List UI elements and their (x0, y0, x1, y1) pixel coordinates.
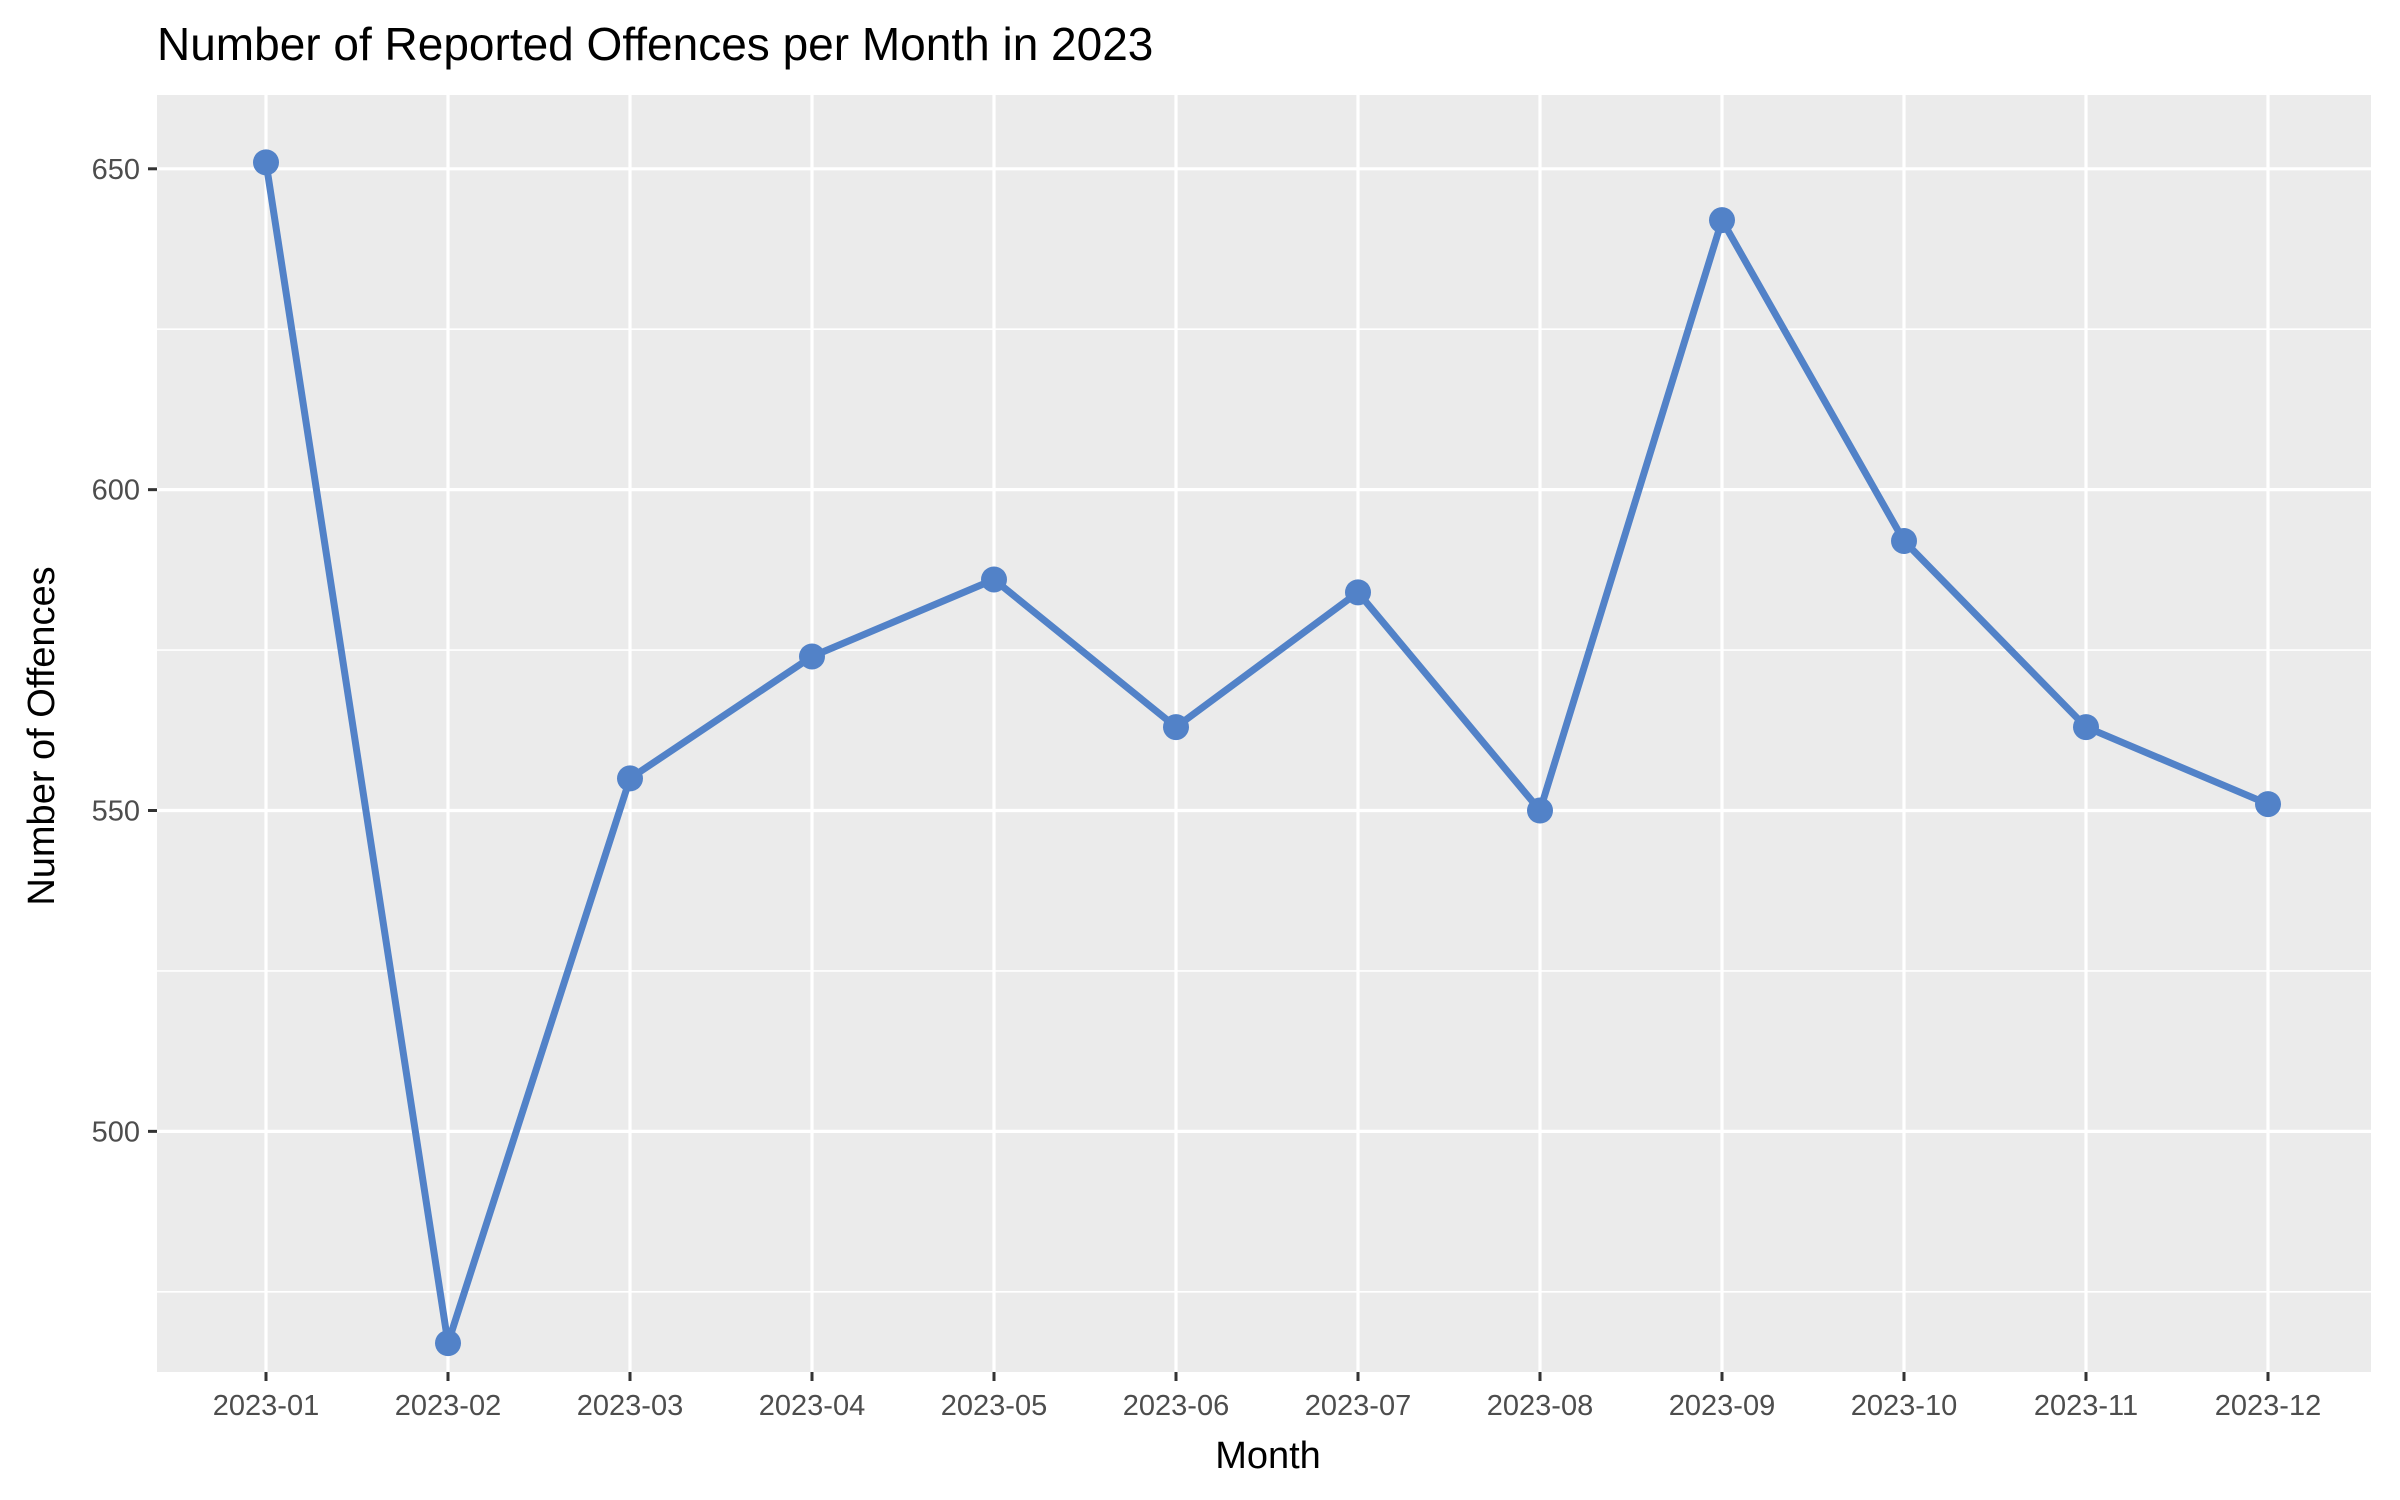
y-tick-label: 550 (92, 796, 140, 828)
y-axis-title: Number of Offences (21, 566, 63, 905)
x-tick-label: 2023-03 (577, 1390, 683, 1422)
x-tick-label: 2023-10 (1851, 1390, 1957, 1422)
data-point (435, 1330, 461, 1357)
data-point (253, 149, 279, 176)
chart-title: Number of Reported Offences per Month in… (157, 18, 1153, 70)
x-tick-label: 2023-05 (941, 1390, 1047, 1422)
x-tick-label: 2023-11 (2034, 1390, 2138, 1422)
data-point (799, 643, 825, 670)
x-tick-label: 2023-09 (1669, 1390, 1775, 1422)
data-point (1891, 527, 1917, 554)
data-point (1527, 797, 1553, 824)
x-tick-label: 2023-07 (1305, 1390, 1411, 1422)
y-axis: 500 550 600 650 (92, 154, 157, 1148)
x-tick-label: 2023-04 (759, 1390, 865, 1422)
data-point (1709, 207, 1735, 234)
data-point (981, 566, 1007, 593)
series-layer (253, 149, 2281, 1357)
data-point (1163, 714, 1189, 741)
y-tick-label: 600 (92, 475, 140, 507)
series-line (262, 161, 2270, 1347)
x-axis: 2023-01 2023-02 2023-03 2023-04 2023-05 2023-… (213, 1372, 2321, 1422)
data-point (2073, 714, 2099, 741)
x-axis-title: Month (1215, 1435, 1321, 1477)
plot-panel (157, 95, 2371, 1372)
x-tick-label: 2023-02 (395, 1390, 501, 1422)
x-tick-label: 2023-06 (1123, 1390, 1229, 1422)
data-point (1345, 579, 1371, 606)
x-tick-label: 2023-12 (2215, 1390, 2321, 1422)
data-point (617, 765, 643, 792)
minor-gridlines (157, 328, 2371, 1293)
y-tick-label: 500 (92, 1116, 140, 1148)
data-point (2255, 791, 2281, 818)
x-tick-label: 2023-08 (1487, 1390, 1593, 1422)
x-tick-label: 2023-01 (213, 1390, 319, 1422)
y-tick-label: 650 (92, 154, 140, 186)
